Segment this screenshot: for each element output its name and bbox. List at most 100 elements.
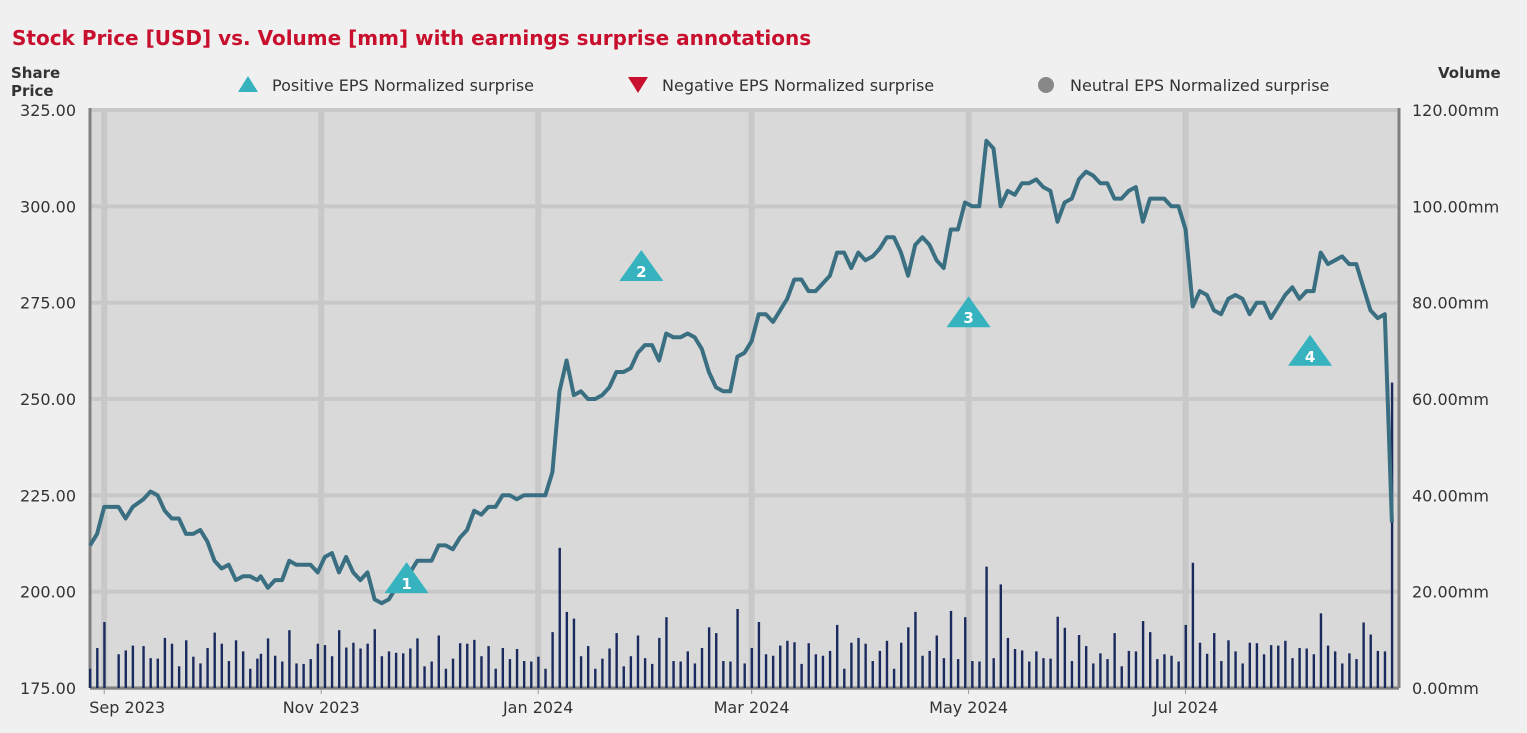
volume-bar bbox=[444, 668, 448, 688]
right-axis-title: Volume bbox=[1438, 64, 1501, 82]
volume-bar bbox=[466, 643, 469, 688]
volume-bar bbox=[131, 645, 135, 688]
y-tick-label: 300.00 bbox=[20, 197, 76, 216]
earnings-annotation-label: 2 bbox=[636, 263, 646, 281]
x-tick-label: Mar 2024 bbox=[714, 698, 790, 717]
volume-bar bbox=[736, 609, 739, 688]
volume-bar bbox=[1035, 651, 1038, 688]
volume-bar bbox=[1106, 659, 1109, 688]
volume-bar bbox=[142, 646, 145, 688]
volume-bar bbox=[964, 617, 967, 688]
earnings-annotation-marker[interactable] bbox=[619, 249, 664, 281]
volume-bar bbox=[394, 652, 398, 688]
volume-bar bbox=[213, 632, 216, 688]
volume-bar bbox=[402, 653, 405, 688]
volume-bar bbox=[885, 640, 889, 688]
volume-bar bbox=[1348, 653, 1351, 688]
y2-tick-label: 40.00mm bbox=[1412, 486, 1489, 505]
volume-bar bbox=[643, 658, 647, 688]
volume-bar bbox=[878, 650, 882, 688]
y-tick-label: 250.00 bbox=[20, 390, 76, 409]
volume-bar bbox=[522, 661, 526, 688]
x-tick-label: Jul 2024 bbox=[1152, 698, 1218, 717]
volume-bar bbox=[1063, 627, 1067, 688]
volume-bar bbox=[1099, 653, 1102, 688]
volume-bar bbox=[295, 663, 298, 688]
volume-bar bbox=[665, 617, 668, 688]
volume-bar bbox=[594, 668, 597, 688]
volume-bar bbox=[764, 654, 768, 688]
legend-triangle-up-icon bbox=[238, 76, 258, 92]
volume-bar bbox=[124, 650, 127, 688]
volume-bar bbox=[1284, 640, 1287, 688]
volume-bar bbox=[615, 633, 618, 688]
volume-bar bbox=[956, 659, 960, 688]
volume-bar bbox=[1177, 661, 1180, 688]
volume-bar bbox=[366, 643, 369, 688]
volume-bar bbox=[700, 648, 704, 688]
volume-bar bbox=[722, 661, 725, 688]
volume-bar bbox=[487, 646, 490, 688]
volume-bar bbox=[1070, 661, 1074, 688]
volume-bar bbox=[1355, 659, 1358, 688]
volume-bar bbox=[1341, 663, 1344, 688]
volume-bar bbox=[793, 642, 796, 688]
volume-bar bbox=[177, 666, 181, 688]
y2-tick-label: 120.00mm bbox=[1412, 101, 1499, 120]
legend-label: Negative EPS Normalized surprise bbox=[662, 76, 934, 95]
volume-bar bbox=[1149, 632, 1152, 688]
chart-title: Stock Price [USD] vs. Volume [mm] with e… bbox=[12, 26, 812, 50]
left-axis-title: Share Price bbox=[11, 64, 61, 100]
volume-bar bbox=[149, 658, 152, 688]
volume-bar bbox=[743, 663, 746, 688]
volume-bar bbox=[1369, 634, 1372, 688]
volume-bar bbox=[302, 663, 305, 688]
volume-bar bbox=[437, 635, 440, 688]
x-tick-label: May 2024 bbox=[929, 698, 1008, 717]
volume-bar bbox=[900, 642, 903, 688]
volume-bar bbox=[1056, 616, 1059, 688]
volume-bar bbox=[480, 656, 483, 688]
volume-bar bbox=[373, 629, 376, 688]
volume-bar bbox=[273, 655, 277, 688]
volume-bar bbox=[170, 643, 174, 688]
legend-label: Positive EPS Normalized surprise bbox=[272, 76, 534, 95]
volume-bar bbox=[1006, 637, 1010, 688]
volume-bar bbox=[227, 661, 231, 688]
volume-bar bbox=[96, 648, 99, 688]
volume-bar bbox=[1220, 661, 1223, 688]
volume-bar bbox=[999, 584, 1003, 688]
volume-bar bbox=[1319, 613, 1323, 688]
earnings-annotation-marker[interactable] bbox=[384, 562, 429, 594]
volume-bar bbox=[1077, 635, 1081, 688]
volume-bar bbox=[707, 627, 711, 688]
y2-tick-label: 60.00mm bbox=[1412, 390, 1489, 409]
volume-bar bbox=[686, 651, 689, 688]
volume-bar bbox=[1383, 651, 1387, 688]
volume-bar bbox=[1227, 640, 1230, 688]
volume-bar bbox=[1390, 382, 1394, 688]
volume-bar bbox=[850, 642, 853, 688]
volume-bar bbox=[530, 661, 533, 688]
volume-bar bbox=[423, 666, 426, 688]
volume-bar bbox=[359, 648, 362, 688]
volume-bar bbox=[921, 655, 924, 688]
volume-bar bbox=[409, 648, 412, 688]
volume-bar bbox=[771, 655, 775, 688]
x-tick-label: Nov 2023 bbox=[283, 698, 360, 717]
x-tick-label: Jan 2024 bbox=[502, 698, 573, 717]
volume-bar bbox=[1170, 655, 1173, 688]
y-tick-label: 225.00 bbox=[20, 486, 76, 505]
volume-bar bbox=[430, 661, 433, 688]
volume-bar bbox=[1277, 645, 1280, 688]
earnings-annotation-marker[interactable] bbox=[1288, 334, 1333, 366]
earnings-annotation-marker[interactable] bbox=[946, 296, 991, 328]
volume-bar bbox=[494, 668, 497, 688]
volume-bar bbox=[551, 632, 554, 688]
volume-bar bbox=[103, 622, 106, 688]
volume-bar bbox=[259, 653, 263, 688]
volume-bar bbox=[985, 566, 988, 688]
volume-bar bbox=[192, 656, 195, 688]
legend-label: Neutral EPS Normalized surprise bbox=[1070, 76, 1329, 95]
volume-bar bbox=[1213, 633, 1216, 688]
